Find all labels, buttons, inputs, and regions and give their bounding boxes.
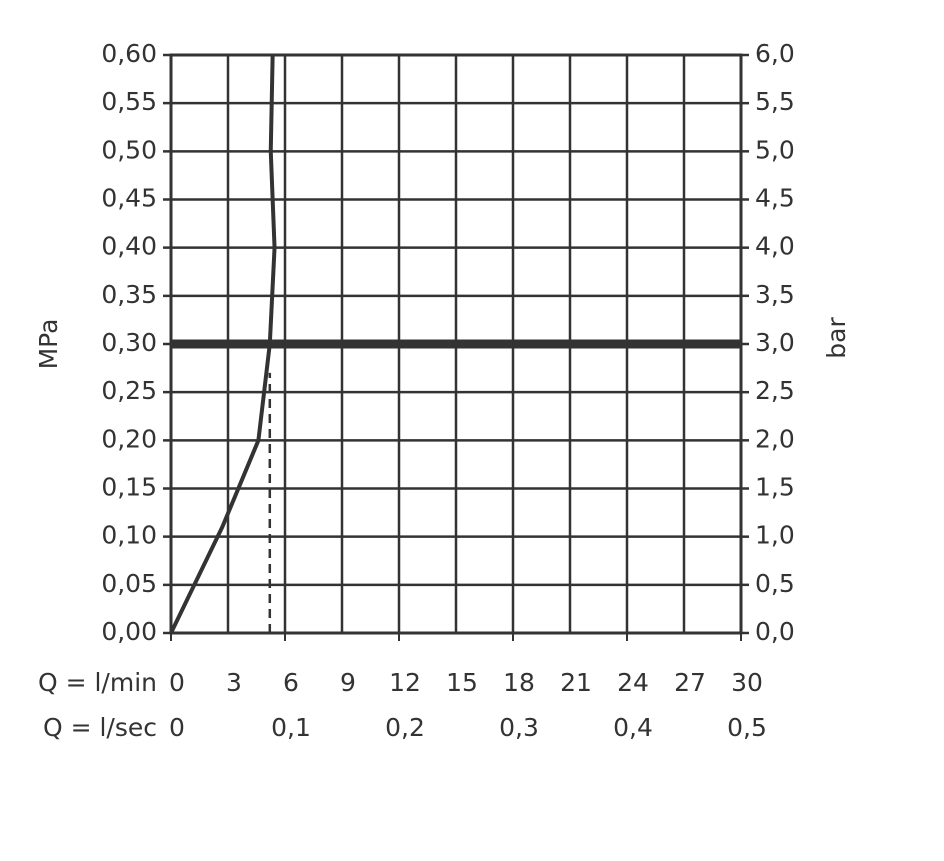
y2-tick-label: 2,0 [755,424,795,453]
x-tick-label: 0 [169,668,185,697]
y2-tick-label: 6,0 [755,39,795,68]
y-tick-label: 0,35 [101,280,157,309]
y-tick-label: 0,60 [101,39,157,68]
y2-tick-label: 1,5 [755,473,795,502]
x2-tick-label: 0,4 [613,713,653,742]
y2-tick-label: 4,0 [755,232,795,261]
y-tick-label: 0,20 [101,424,157,453]
y2-tick-label: 2,5 [755,376,795,405]
y2-tick-label: 3,0 [755,328,795,357]
x-tick-label: 24 [617,668,649,697]
y2-axis-label: bar [822,317,851,359]
x2-tick-label: 0,3 [499,713,539,742]
y-tick-label: 0,15 [101,473,157,502]
y-tick-label: 0,30 [101,328,157,357]
y-tick-label: 0,55 [101,87,157,116]
x2-tick-label: 0,2 [385,713,425,742]
y-tick-label: 0,50 [101,135,157,164]
x2-tick-label: 0,5 [727,713,767,742]
x-tick-label: 12 [389,668,421,697]
flow-curve [169,54,277,634]
x-tick-label: 18 [503,668,535,697]
x-tick-label: 6 [283,668,299,697]
x-tick-label: 30 [731,668,763,697]
y2-tick-label: 0,5 [755,569,795,598]
x-axis-label: Q = l/min [38,668,157,697]
x-tick-label: 15 [446,668,478,697]
y-tick-label: 0,05 [101,569,157,598]
y2-tick-label: 4,5 [755,184,795,213]
y-tick-label: 0,25 [101,376,157,405]
y-tick-label: 0,45 [101,184,157,213]
x2-axis-label: Q = l/sec [43,713,157,742]
x-tick-label: 27 [674,668,706,697]
y2-tick-label: 0,0 [755,617,795,646]
y-tick-label: 0,10 [101,521,157,550]
x2-tick-label: 0 [169,713,185,742]
x2-tick-label: 0,1 [271,713,311,742]
y2-tick-label: 5,5 [755,87,795,116]
y2-tick-label: 3,5 [755,280,795,309]
y2-tick-label: 1,0 [755,521,795,550]
x-tick-label: 9 [340,668,356,697]
y-axis-label: MPa [34,319,63,370]
x-tick-label: 3 [226,668,242,697]
y-tick-label: 0,40 [101,232,157,261]
x-tick-label: 21 [560,668,592,697]
y2-tick-label: 5,0 [755,135,795,164]
y-tick-label: 0,00 [101,617,157,646]
